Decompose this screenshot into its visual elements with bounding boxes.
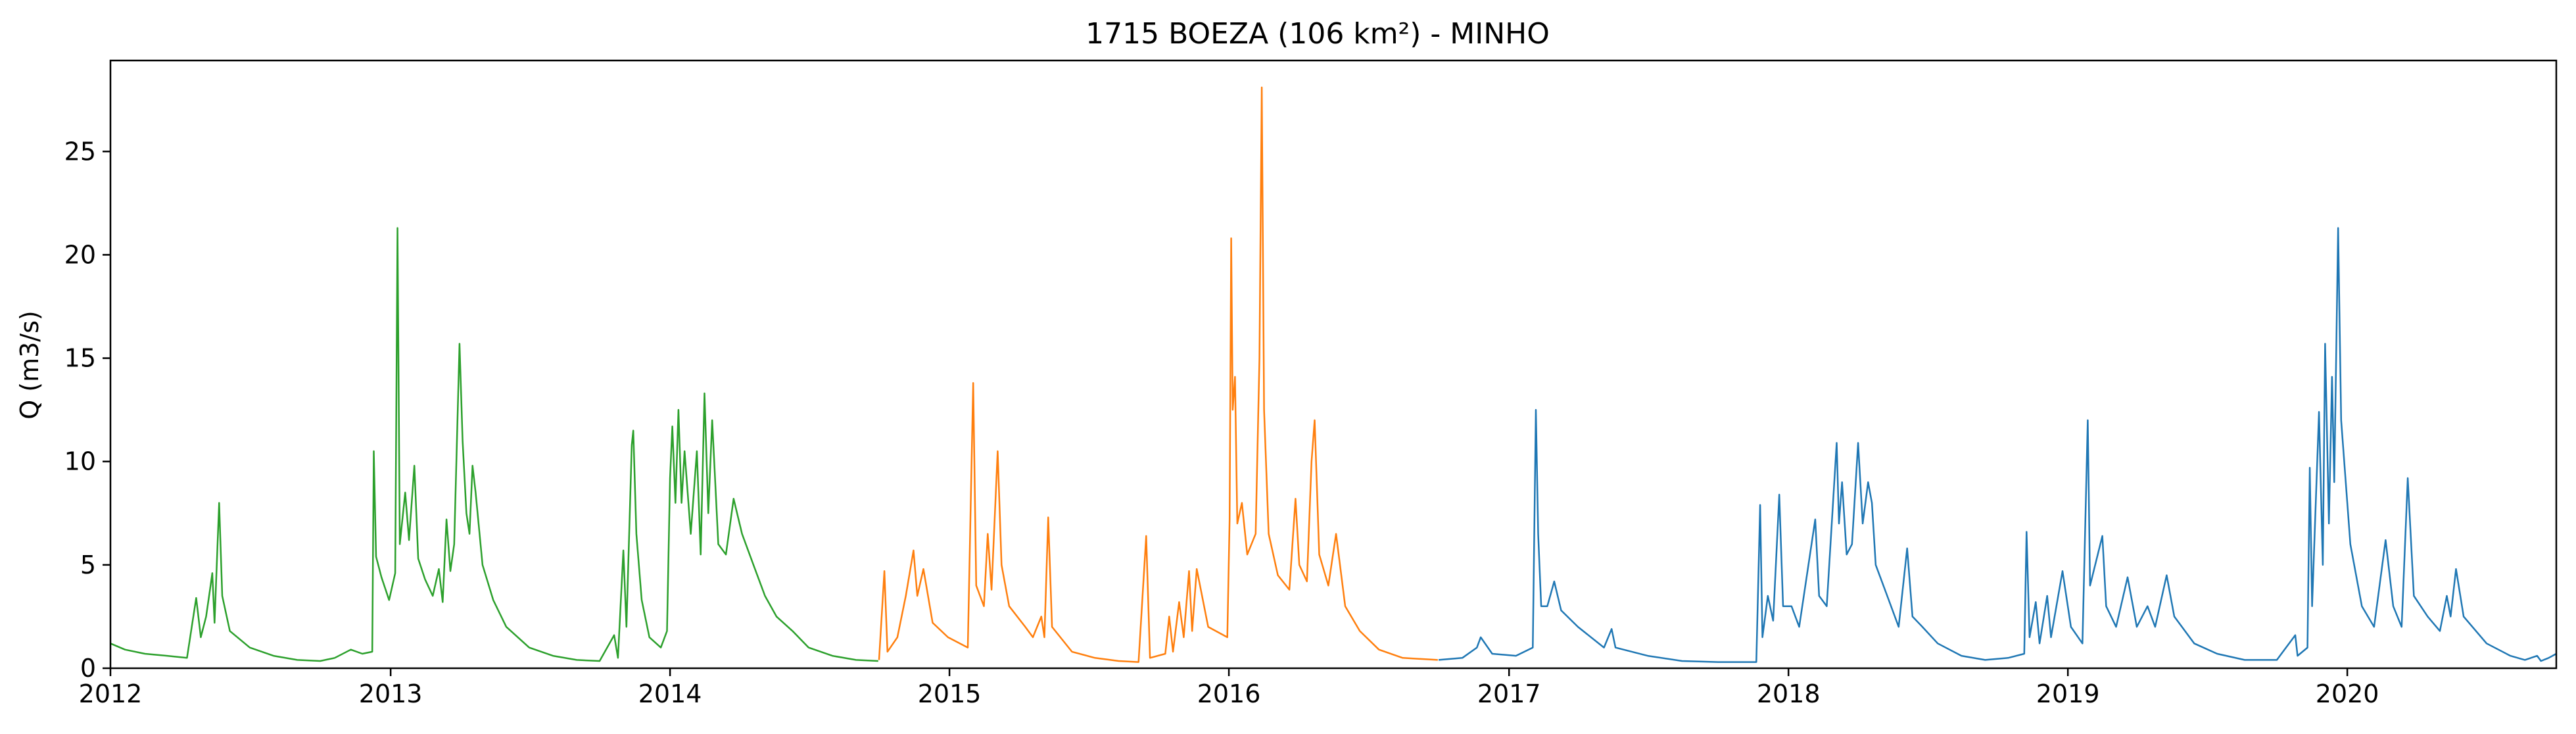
y-tick-label: 20 xyxy=(64,240,96,269)
chart-title: 1715 BOEZA (106 km²) - MINHO xyxy=(1085,17,1550,51)
x-tick-label: 2018 xyxy=(1757,679,1821,708)
series-layer xyxy=(110,86,2557,663)
x-tick-label: 2015 xyxy=(918,679,982,708)
x-tick-label: 2016 xyxy=(1197,679,1261,708)
x-tick-label: 2017 xyxy=(1477,679,1541,708)
x-tick-label: 2019 xyxy=(2036,679,2100,708)
series-line-2 xyxy=(878,86,1438,663)
y-tick-label: 5 xyxy=(80,550,96,579)
y-tick-label: 0 xyxy=(80,654,96,683)
y-tick-label: 25 xyxy=(64,137,96,166)
x-tick-label: 2014 xyxy=(638,679,702,708)
x-tick-label: 2020 xyxy=(2316,679,2379,708)
series-line-1 xyxy=(110,227,878,662)
x-tick-label: 2013 xyxy=(359,679,423,708)
y-tick-label: 10 xyxy=(64,447,96,476)
y-axis-label: Q (m3/s) xyxy=(15,310,44,419)
axis-layer: 2012 2013 2014 2015 2016 2017 2018 2019 20200510… xyxy=(64,137,2379,708)
series-line-3 xyxy=(1438,227,2557,663)
plot-frame xyxy=(109,59,2558,670)
x-tick-label: 2012 xyxy=(79,679,143,708)
y-tick-label: 15 xyxy=(64,344,96,373)
